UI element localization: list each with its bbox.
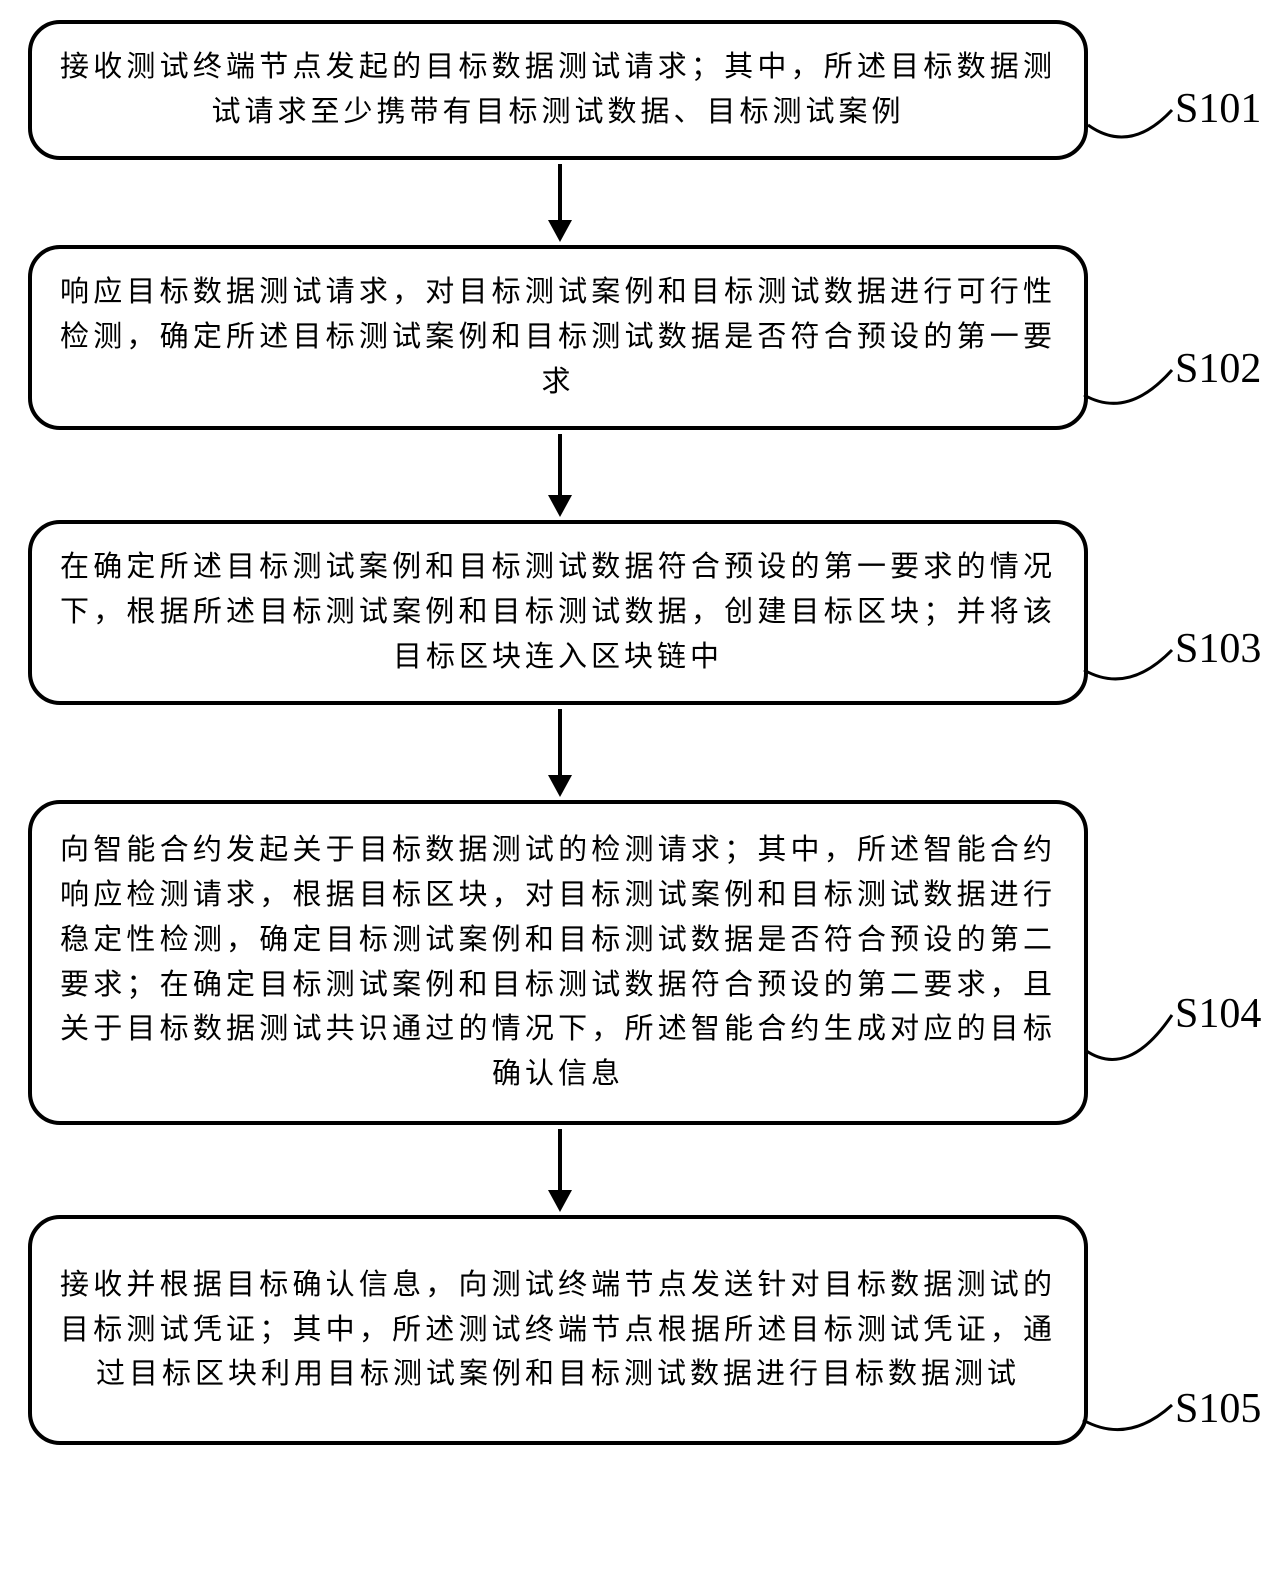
label-s103: S103 xyxy=(1175,625,1261,673)
arrow-2-head xyxy=(548,495,572,517)
step-s102: 响应目标数据测试请求，对目标测试案例和目标测试数据进行可行性检测，确定所述目标测… xyxy=(28,245,1088,430)
label-s102: S102 xyxy=(1175,345,1261,393)
step-s104: 向智能合约发起关于目标数据测试的检测请求；其中，所述智能合约响应检测请求，根据目… xyxy=(28,800,1088,1125)
arrow-4-head xyxy=(548,1190,572,1212)
arrow-1-line xyxy=(558,164,562,222)
step-s102-text: 响应目标数据测试请求，对目标测试案例和目标测试数据进行可行性检测，确定所述目标测… xyxy=(60,270,1056,405)
arrow-2-line xyxy=(558,434,562,497)
step-s103: 在确定所述目标测试案例和目标测试数据符合预设的第一要求的情况下，根据所述目标测试… xyxy=(28,520,1088,705)
step-s101: 接收测试终端节点发起的目标数据测试请求；其中，所述目标数据测试请求至少携带有目标… xyxy=(28,20,1088,160)
step-s104-text: 向智能合约发起关于目标数据测试的检测请求；其中，所述智能合约响应检测请求，根据目… xyxy=(60,828,1056,1098)
step-s101-text: 接收测试终端节点发起的目标数据测试请求；其中，所述目标数据测试请求至少携带有目标… xyxy=(60,45,1056,135)
arrow-4-line xyxy=(558,1129,562,1192)
step-s105-text: 接收并根据目标确认信息，向测试终端节点发送针对目标数据测试的目标测试凭证；其中，… xyxy=(60,1263,1056,1398)
flowchart-container: 接收测试终端节点发起的目标数据测试请求；其中，所述目标数据测试请求至少携带有目标… xyxy=(0,0,1282,1593)
label-s105: S105 xyxy=(1175,1385,1261,1433)
arrow-3-head xyxy=(548,775,572,797)
arrow-1-head xyxy=(548,220,572,242)
arrow-3-line xyxy=(558,709,562,777)
label-s101: S101 xyxy=(1175,85,1261,133)
step-s103-text: 在确定所述目标测试案例和目标测试数据符合预设的第一要求的情况下，根据所述目标测试… xyxy=(60,545,1056,680)
step-s105: 接收并根据目标确认信息，向测试终端节点发送针对目标数据测试的目标测试凭证；其中，… xyxy=(28,1215,1088,1445)
label-s104: S104 xyxy=(1175,990,1261,1038)
